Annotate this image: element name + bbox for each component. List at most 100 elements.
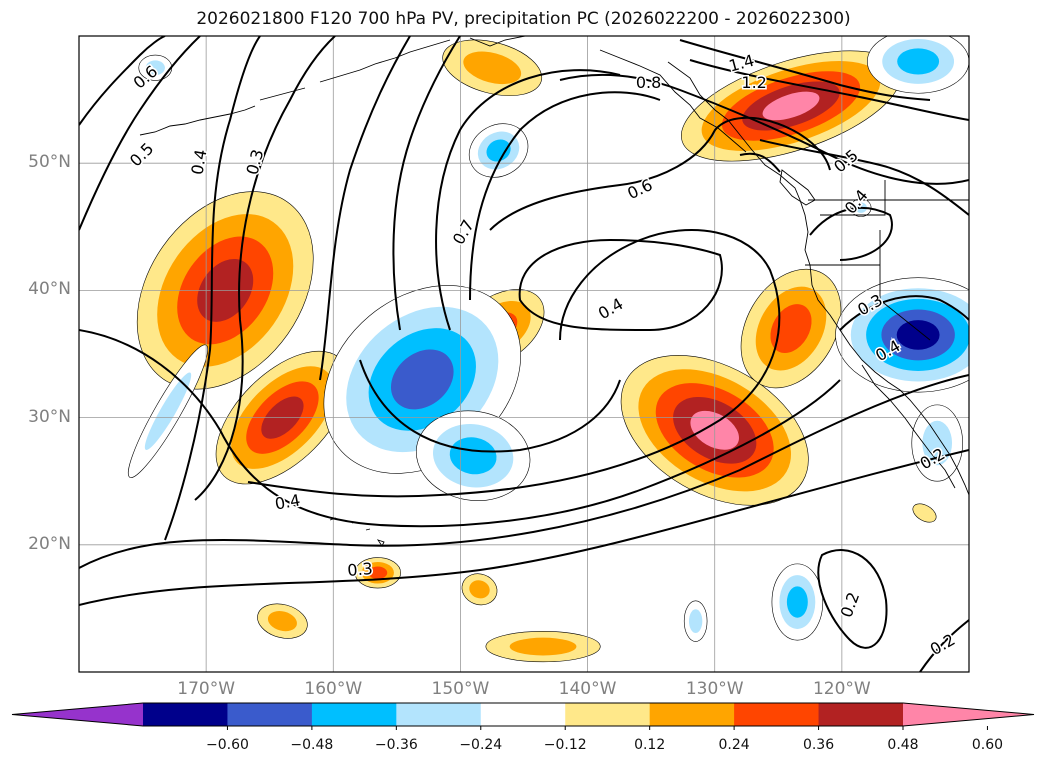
colorbar-segment bbox=[734, 703, 820, 726]
colorbar-segment bbox=[396, 703, 482, 726]
precip-area-15 bbox=[911, 404, 963, 482]
colorbar-tick-label: 0.60 bbox=[971, 737, 1004, 753]
precip-area-11 bbox=[912, 503, 937, 523]
precip-level-neg-0-36 bbox=[486, 139, 511, 162]
colorbar-outline bbox=[11, 702, 1035, 727]
colorbar-segment bbox=[565, 703, 651, 726]
colorbar-extend-high bbox=[903, 703, 1034, 726]
colorbar-tick-label: −0.60 bbox=[205, 737, 249, 753]
precip-area-20 bbox=[683, 600, 708, 642]
pv-contour-0-6-ring bbox=[489, 116, 831, 231]
precip-level-neg-0-24 bbox=[922, 420, 953, 466]
precip-level-neg-0-24 bbox=[144, 372, 192, 450]
precip-level-0-12 bbox=[912, 503, 937, 523]
colorbar-tick-label: −0.36 bbox=[374, 737, 418, 753]
pv-contour-0-2-east-loop bbox=[817, 549, 888, 649]
precip-level-0-24 bbox=[463, 51, 522, 85]
pv-contour-0-6-west bbox=[79, 36, 166, 126]
pv-contour-0-4-west bbox=[164, 36, 261, 541]
precip-area-13 bbox=[415, 410, 531, 502]
pv-contour-0-3-west bbox=[194, 36, 336, 501]
pv-contour-0-7-loop bbox=[435, 69, 621, 331]
colorbar-segment bbox=[480, 703, 566, 726]
precip-area-5 bbox=[681, 50, 901, 162]
precip-area-9 bbox=[257, 603, 308, 639]
colorbar-segment bbox=[143, 703, 228, 726]
colorbar-segment bbox=[227, 703, 313, 726]
pv-contour-0-3-east bbox=[839, 295, 969, 331]
lon-tick-label: 120°W bbox=[812, 679, 871, 699]
lat-tick-label: 50°N bbox=[28, 152, 71, 173]
pv-contour-trough-2 bbox=[359, 359, 621, 453]
colorbar-tick-label: −0.12 bbox=[543, 737, 587, 753]
colorbar-segment bbox=[649, 703, 735, 726]
lon-tick-label: 160°W bbox=[304, 679, 363, 699]
precip-level-neg-0-6 bbox=[896, 320, 940, 350]
pv-contour-0-6-center bbox=[469, 91, 661, 301]
precip-level-neg-0-24 bbox=[145, 60, 165, 76]
colorbar-tick-label: 0.36 bbox=[802, 737, 835, 753]
contour-label: 0.4 bbox=[187, 148, 210, 176]
contour-label: 0.3 bbox=[347, 559, 374, 580]
coastline-alaska-south bbox=[469, 36, 526, 47]
pv-contour-0-4-center bbox=[518, 238, 723, 332]
precip-area-17 bbox=[867, 36, 969, 94]
lon-tick-label: 170°W bbox=[177, 679, 236, 699]
precip-area-3 bbox=[740, 268, 842, 389]
precip-level-neg-0-36 bbox=[786, 586, 808, 618]
precip-area-10 bbox=[485, 630, 601, 663]
pv-contour-1-4 bbox=[679, 39, 931, 101]
precip-area-19 bbox=[771, 563, 824, 641]
pv-contours bbox=[79, 36, 969, 672]
coastline-vancouver-island bbox=[779, 169, 816, 206]
precip-level-0-6 bbox=[762, 91, 820, 121]
colorbar-tick-label: 0.12 bbox=[634, 737, 666, 753]
colorbar-segment bbox=[818, 703, 904, 726]
pv-contour-0-3-south bbox=[79, 374, 969, 569]
coastline-baja bbox=[861, 364, 956, 489]
contour-label: 0.8 bbox=[636, 73, 661, 92]
contour-label: 0.4 bbox=[273, 490, 301, 513]
colorbar-extend-low bbox=[12, 703, 143, 726]
figure-title: 2026021800 F120 700 hPa PV, precipitatio… bbox=[196, 9, 851, 29]
precip-area-14 bbox=[835, 277, 969, 393]
precip-area-18 bbox=[138, 54, 173, 81]
lon-tick-label: 140°W bbox=[558, 679, 617, 699]
colorbar-tick-label: 0.24 bbox=[718, 737, 750, 753]
coastline-alaska-peninsula bbox=[319, 39, 451, 83]
pv-contour-0-4-east bbox=[809, 206, 893, 261]
precip-level-0-36 bbox=[770, 304, 812, 354]
lon-tick-label: 130°W bbox=[685, 679, 744, 699]
pv-contour-0-5 bbox=[79, 36, 201, 231]
pv-contour-0-3-central bbox=[79, 329, 841, 528]
pv-contour-0-4-pacnw bbox=[739, 152, 781, 173]
map-frame bbox=[78, 35, 970, 673]
pv-contour-0-2-se bbox=[919, 619, 969, 672]
pv-contour-0-7 bbox=[392, 36, 461, 331]
pv-contour-0-5-east bbox=[759, 139, 969, 216]
coastline-aleutians bbox=[139, 87, 306, 136]
colorbar-tick-label: −0.24 bbox=[459, 737, 503, 753]
pv-contour-0-2 bbox=[79, 449, 969, 606]
precip-level-neg-0-36 bbox=[897, 48, 940, 75]
precip-level-neg-0-48 bbox=[390, 349, 454, 410]
precip-level-neg-0-24 bbox=[688, 609, 703, 633]
coastline-north-america bbox=[667, 61, 969, 496]
coastlines bbox=[139, 36, 969, 547]
lat-tick-label: 40°N bbox=[28, 279, 71, 300]
graticule-grid bbox=[79, 36, 969, 672]
precip-level-0-24 bbox=[509, 637, 577, 656]
lon-tick-label: 150°W bbox=[431, 679, 490, 699]
lat-tick-label: 30°N bbox=[28, 406, 71, 427]
pv-contour-trough-1 bbox=[319, 36, 411, 381]
coastline-alaska-panhandle bbox=[599, 49, 747, 153]
colorbar-tick-label: 0.48 bbox=[887, 737, 919, 753]
lat-tick-label: 20°N bbox=[28, 533, 71, 554]
precip-area-8 bbox=[461, 573, 498, 606]
precip-level-neg-0-36 bbox=[449, 437, 497, 475]
colorbar bbox=[11, 702, 1035, 730]
precip-level-0-24 bbox=[469, 580, 490, 599]
colorbar-segment bbox=[311, 703, 397, 726]
contour-label: 1.2 bbox=[741, 73, 766, 92]
